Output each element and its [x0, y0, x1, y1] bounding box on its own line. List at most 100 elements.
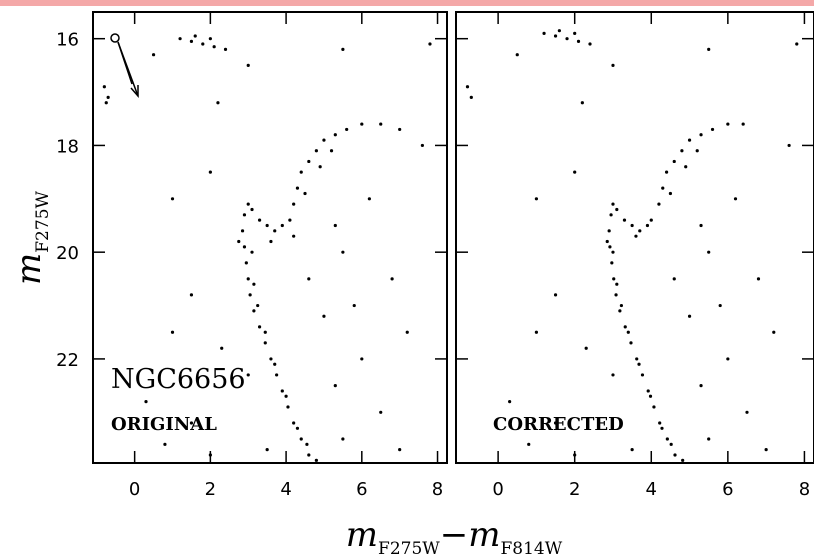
point — [534, 197, 539, 201]
point — [534, 330, 539, 334]
point — [699, 223, 703, 228]
point — [163, 442, 167, 446]
point — [248, 293, 252, 297]
point — [341, 437, 345, 441]
x-label-main2: −m — [440, 515, 501, 555]
point — [307, 453, 311, 457]
point — [208, 453, 212, 457]
x-tick-label: 2 — [205, 479, 216, 500]
point — [718, 303, 722, 308]
point — [573, 31, 577, 35]
point — [333, 133, 337, 137]
point — [645, 223, 650, 228]
point — [669, 442, 673, 446]
point — [307, 159, 311, 164]
point — [680, 149, 684, 153]
point — [246, 373, 250, 377]
top-strip — [0, 0, 814, 6]
point — [106, 95, 110, 99]
point — [576, 39, 581, 43]
point — [660, 426, 664, 430]
point — [303, 191, 307, 196]
point — [741, 122, 745, 126]
point — [240, 229, 245, 233]
point — [299, 437, 303, 441]
point — [390, 277, 394, 281]
point — [637, 362, 641, 366]
point — [733, 197, 738, 201]
point — [673, 453, 677, 457]
point — [102, 85, 106, 89]
point — [208, 170, 212, 174]
cluster-name: NGC6656 — [111, 364, 246, 395]
point — [672, 277, 676, 281]
point — [428, 42, 432, 46]
point — [170, 330, 175, 334]
point — [707, 437, 711, 441]
point — [634, 234, 638, 238]
point — [275, 373, 279, 377]
point — [772, 330, 776, 334]
point — [263, 330, 267, 334]
point — [288, 218, 292, 222]
point — [189, 293, 194, 297]
point — [420, 143, 424, 148]
y-tick-label: 18 — [56, 136, 79, 157]
point — [265, 223, 269, 228]
y-tick-label: 20 — [56, 243, 79, 264]
point — [684, 165, 688, 169]
panel-frame — [455, 11, 814, 464]
point — [242, 213, 247, 217]
point — [333, 223, 337, 228]
point — [292, 234, 296, 238]
point — [629, 341, 633, 345]
point — [170, 197, 175, 201]
point — [367, 197, 371, 201]
point — [322, 314, 326, 318]
point — [341, 250, 345, 254]
point — [405, 330, 409, 334]
point — [292, 202, 296, 206]
point — [609, 213, 613, 217]
panel-label: CORRECTED — [493, 414, 624, 435]
point — [608, 245, 612, 249]
point — [208, 37, 212, 41]
x-tick-label: 4 — [646, 479, 657, 500]
point — [144, 400, 148, 404]
point — [265, 448, 269, 452]
point — [652, 405, 656, 409]
point — [646, 389, 650, 393]
point — [681, 458, 685, 462]
point — [307, 277, 311, 281]
panel-frame — [92, 11, 448, 464]
point — [553, 293, 558, 297]
point — [580, 101, 584, 105]
point — [619, 303, 624, 308]
point — [263, 341, 267, 345]
point — [352, 303, 356, 308]
point — [605, 239, 609, 244]
point — [252, 282, 256, 286]
point — [508, 400, 512, 404]
x-tick-label: 0 — [492, 479, 503, 500]
point — [345, 127, 349, 132]
point — [611, 202, 615, 206]
x-axis-label: mF275W−mF814W — [346, 515, 563, 559]
point — [360, 122, 364, 126]
point — [398, 448, 402, 452]
x-tick-label: 8 — [432, 479, 443, 500]
point — [250, 207, 254, 212]
point — [269, 357, 273, 361]
x-label-main: m — [346, 515, 378, 555]
x-tick-label: 6 — [722, 479, 733, 500]
point — [611, 250, 615, 254]
point — [565, 37, 569, 41]
reddening-vector — [110, 33, 139, 98]
x-tick-label: 0 — [129, 479, 140, 500]
point — [246, 63, 250, 67]
y-label-main: m — [9, 253, 49, 285]
point — [657, 202, 661, 206]
point — [630, 223, 634, 228]
point — [237, 239, 241, 244]
point — [710, 127, 715, 132]
